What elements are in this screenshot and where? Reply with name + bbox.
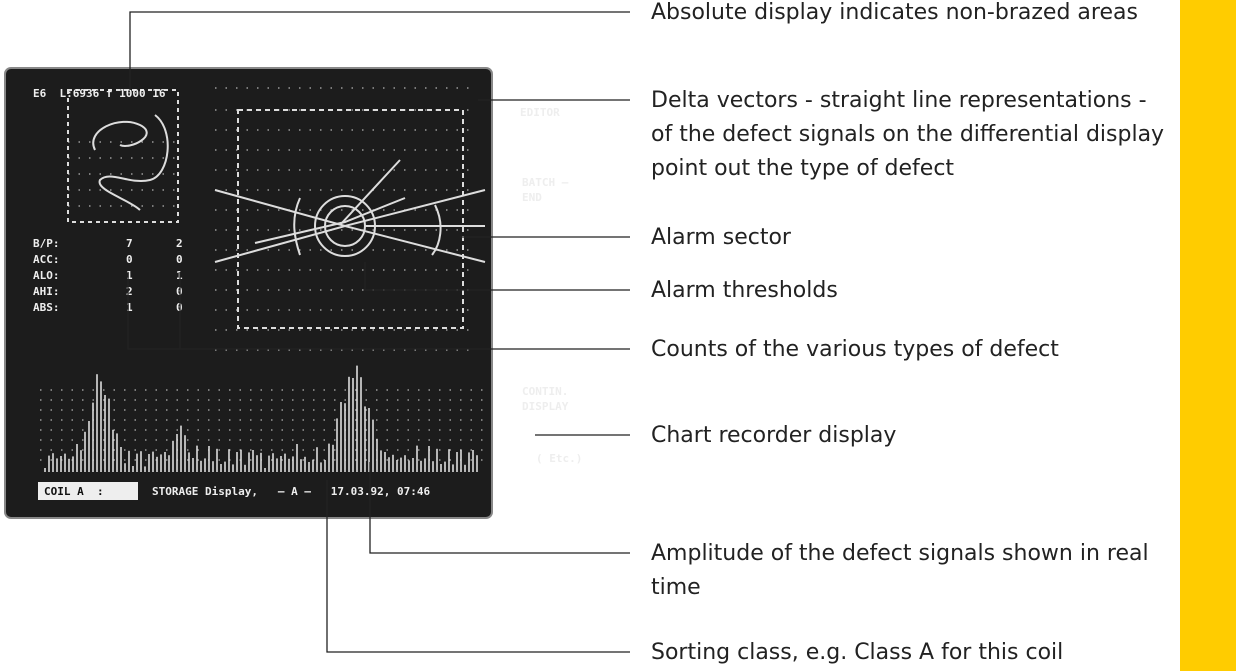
count-value: 2 (176, 237, 183, 250)
accent-band (1180, 0, 1236, 671)
menu-item: CONTIN. (522, 385, 568, 398)
status-text: STORAGE Display, — A — 17.03.92, 07:46 (152, 485, 431, 498)
callout-text: of the defect signals on the differentia… (651, 122, 1164, 147)
menu-item: EDITOR (520, 106, 560, 119)
callout-text: Alarm sector (651, 225, 792, 250)
callout-text: Alarm thresholds (651, 278, 838, 303)
count-value: 7 (126, 237, 133, 250)
callout-text: Counts of the various types of defect (651, 337, 1059, 362)
count-value: 0 (126, 253, 133, 266)
menu-item: DISPLAY (522, 400, 569, 413)
callout-text: Chart recorder display (651, 423, 896, 448)
coil-label: COIL A : (44, 485, 104, 498)
count-value: 1 (126, 269, 133, 282)
count-value: 0 (176, 301, 183, 314)
count-value: 2 (126, 285, 133, 298)
count-label: B/P: (33, 237, 60, 250)
count-label: AHI: (33, 285, 60, 298)
count-label: ABS: (33, 301, 60, 314)
screen-header: E6 L:6936 f 1000 16 (33, 87, 166, 100)
count-value: 1 (126, 301, 133, 314)
callout-text: Sorting class, e.g. Class A for this coi… (651, 640, 1063, 665)
count-value: 0 (176, 253, 183, 266)
page: E6 L:6936 f 1000 16 EDITOR BATCH – END C… (0, 0, 1236, 671)
screen: E6 L:6936 f 1000 16 EDITOR BATCH – END C… (5, 68, 582, 518)
callout-text: time (651, 575, 701, 600)
callout-text: Delta vectors - straight line representa… (651, 88, 1147, 113)
menu-item: BATCH – (522, 176, 569, 189)
callout-text: Absolute display indicates non-brazed ar… (651, 0, 1138, 25)
menu-item: ( Etc.) (536, 452, 582, 465)
count-label: ALO: (33, 269, 60, 282)
count-value: 0 (176, 285, 183, 298)
menu-item: END (522, 191, 542, 204)
callout-text: point out the type of defect (651, 156, 954, 181)
callout-text: Amplitude of the defect signals shown in… (651, 541, 1149, 566)
count-label: ACC: (33, 253, 60, 266)
